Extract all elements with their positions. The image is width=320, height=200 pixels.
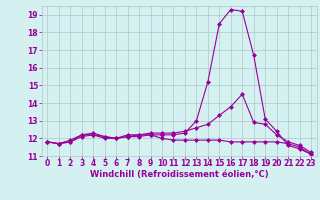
X-axis label: Windchill (Refroidissement éolien,°C): Windchill (Refroidissement éolien,°C) [90, 170, 268, 179]
